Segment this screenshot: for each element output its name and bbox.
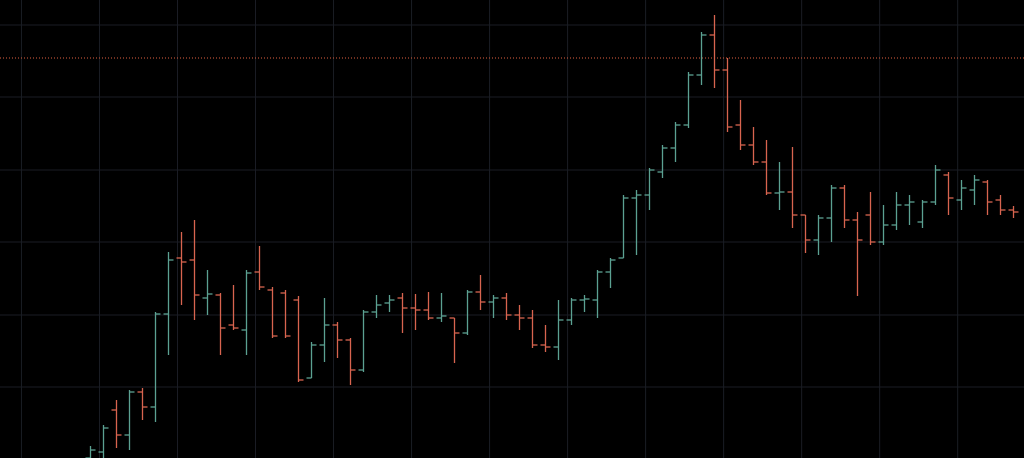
page: {"chart_data": {"type": "ohlc", "open": …: [0, 0, 1024, 458]
chart: [0, 0, 1024, 458]
